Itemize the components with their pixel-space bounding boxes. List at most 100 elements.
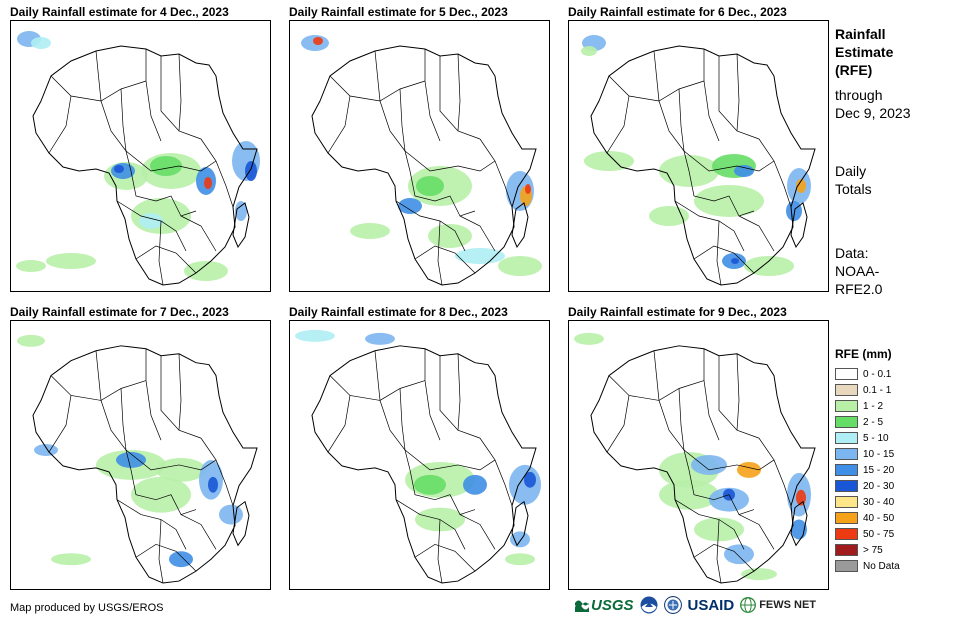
legend-item: 30 - 40 — [835, 494, 900, 510]
country-border — [678, 388, 690, 470]
madagascar-outline — [790, 500, 808, 547]
rainfall-patch — [734, 165, 754, 177]
rainfall-map-svg — [301, 35, 542, 286]
country-border — [758, 437, 792, 506]
rainfall-patch — [694, 517, 744, 542]
rainfall-patch — [741, 568, 777, 581]
country-border — [399, 88, 411, 172]
rainfall-patch — [584, 151, 634, 171]
country-border — [439, 355, 481, 439]
country-border — [437, 220, 443, 286]
country-border — [135, 245, 197, 274]
legend-item: 5 - 10 — [835, 430, 900, 446]
rainfall-patch — [131, 476, 191, 513]
rainfall-patch — [350, 223, 390, 239]
country-border — [606, 95, 630, 154]
country-border — [158, 519, 164, 584]
country-border — [703, 348, 720, 441]
map-dec7 — [10, 320, 271, 590]
legend-swatch — [835, 400, 858, 412]
sidebar-data-label: Data: — [835, 245, 869, 261]
panel-title-dec5: Daily Rainfall estimate for 5 Dec., 2023 — [289, 5, 508, 19]
rainfall-patch — [786, 201, 802, 221]
map-dec8 — [289, 320, 550, 590]
rainfall-patch — [235, 201, 247, 221]
rainfall-patch — [17, 334, 45, 347]
country-border — [678, 88, 690, 172]
country-border — [180, 215, 217, 252]
rainfall-patch — [744, 256, 794, 276]
rainfall-patch — [245, 161, 257, 181]
rainfall-patch — [46, 253, 96, 269]
legend-swatch — [835, 432, 858, 444]
coastline — [311, 345, 537, 584]
country-border — [120, 88, 132, 172]
legend-label: 0 - 0.1 — [863, 368, 892, 380]
panel-title-dec4: Daily Rainfall estimate for 4 Dec., 2023 — [10, 5, 229, 19]
legend-swatch — [835, 384, 858, 396]
country-border — [688, 170, 755, 217]
legend-label: 40 - 50 — [863, 512, 895, 524]
country-border — [160, 355, 202, 439]
country-border — [125, 150, 217, 172]
legend-label: 0.1 - 1 — [863, 384, 892, 396]
legend-swatch — [835, 560, 858, 572]
country-border — [125, 449, 217, 471]
rainfall-patch — [150, 156, 182, 176]
legend-swatch — [835, 448, 858, 460]
country-border — [688, 469, 755, 515]
madagascar-outline — [511, 500, 529, 547]
madagascar-outline — [790, 202, 808, 249]
legend-item: 40 - 50 — [835, 510, 900, 526]
country-border — [479, 138, 513, 208]
country-border — [718, 355, 760, 439]
legend-label: No Data — [863, 560, 900, 572]
legend-label: 50 - 75 — [863, 528, 895, 540]
rainfall-patch — [139, 213, 163, 229]
legend-label: 15 - 20 — [863, 464, 895, 476]
rainfall-map-svg — [295, 329, 541, 584]
legend-item: 0.1 - 1 — [835, 382, 900, 398]
legend-item: 15 - 20 — [835, 462, 900, 478]
country-border — [327, 395, 351, 453]
country-border — [95, 50, 127, 152]
coastline — [32, 345, 258, 584]
legend-swatch — [835, 512, 858, 524]
rainfall-patch — [498, 256, 542, 276]
country-border — [693, 543, 755, 572]
country-border — [738, 514, 775, 550]
legend-swatch — [835, 368, 858, 380]
rainfall-patch — [295, 329, 335, 342]
country-border — [48, 395, 72, 453]
rainfall-map-svg — [581, 35, 816, 286]
rainfall-patch — [156, 457, 206, 482]
rainfall-patch — [525, 184, 531, 194]
sidebar-title-line3: (RFE) — [835, 62, 873, 78]
country-border — [716, 519, 722, 584]
sidebar-through: through — [835, 87, 883, 103]
rainfall-patch — [208, 476, 218, 493]
panel-title-dec6: Daily Rainfall estimate for 6 Dec., 2023 — [568, 5, 787, 19]
country-border — [459, 514, 496, 550]
rainfall-patch — [505, 553, 535, 566]
country-border — [200, 138, 234, 208]
rainfall-patch — [51, 553, 91, 566]
legend-label: 30 - 40 — [863, 496, 895, 508]
coastline — [590, 45, 816, 286]
map-dec4 — [10, 20, 271, 292]
rainfall-patch — [731, 258, 739, 264]
fews-seal-icon — [663, 596, 682, 614]
rainfall-patch — [510, 531, 530, 548]
country-border — [457, 53, 461, 132]
map-dec6 — [568, 20, 829, 292]
country-border — [145, 348, 162, 441]
country-border — [693, 245, 755, 274]
rainfall-patch — [169, 551, 193, 568]
rainfall-map-svg — [16, 31, 260, 286]
legend-swatch — [835, 416, 858, 428]
rainfall-patch — [796, 179, 806, 193]
rainfall-patch — [219, 504, 243, 525]
country-border — [178, 53, 182, 132]
rainfall-patch — [204, 177, 212, 189]
legend-item: 0 - 0.1 — [835, 366, 900, 382]
